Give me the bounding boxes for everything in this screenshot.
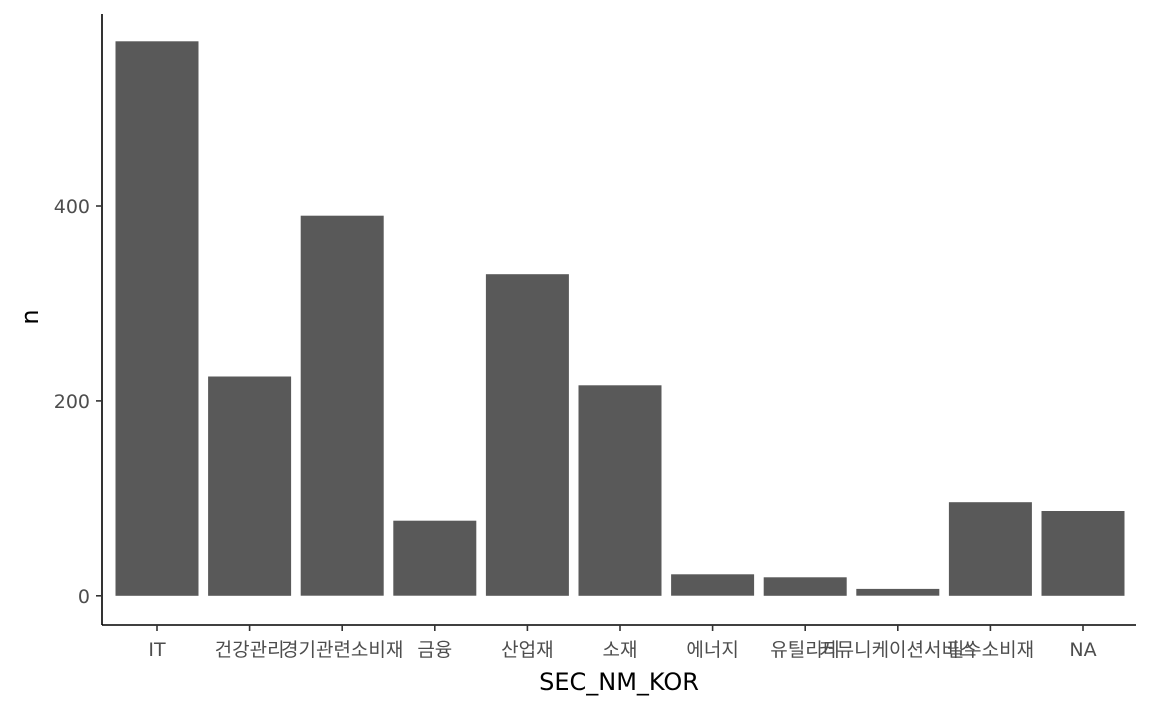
bar [856, 588, 940, 596]
bar [300, 215, 384, 596]
bars-group [115, 41, 1125, 596]
y-tick-label: 200 [54, 391, 90, 413]
x-tick-label: 유틸리티 [770, 639, 840, 661]
x-tick-label: 소재 [603, 639, 638, 661]
bar [208, 376, 292, 596]
x-tick-label: 에너지 [686, 639, 738, 661]
x-tick-label: NA [1069, 639, 1096, 661]
x-tick-label: 건강관리 [215, 639, 285, 661]
bar [578, 385, 662, 596]
x-tick-label: 커뮤니케이션서비스 [819, 639, 976, 661]
bar [393, 520, 477, 596]
x-tick-label: 금융 [417, 639, 452, 661]
bar [485, 274, 569, 596]
bar [1041, 511, 1125, 596]
y-axis-ticks: 0 200 400 [54, 196, 102, 608]
x-tick-label: 경기관련소비재 [281, 639, 403, 661]
x-tick-label: 필수소비재 [947, 639, 1034, 661]
y-tick-label: 400 [54, 196, 90, 218]
x-tick-label: 산업재 [501, 639, 553, 661]
bar [948, 502, 1032, 596]
x-axis-title: SEC_NM_KOR [539, 668, 699, 696]
bar [115, 41, 199, 596]
x-tick-label: IT [148, 639, 166, 661]
bar [763, 577, 847, 596]
bar [671, 574, 755, 596]
y-axis-title: n [16, 309, 44, 324]
y-tick-label: 0 [78, 586, 90, 608]
